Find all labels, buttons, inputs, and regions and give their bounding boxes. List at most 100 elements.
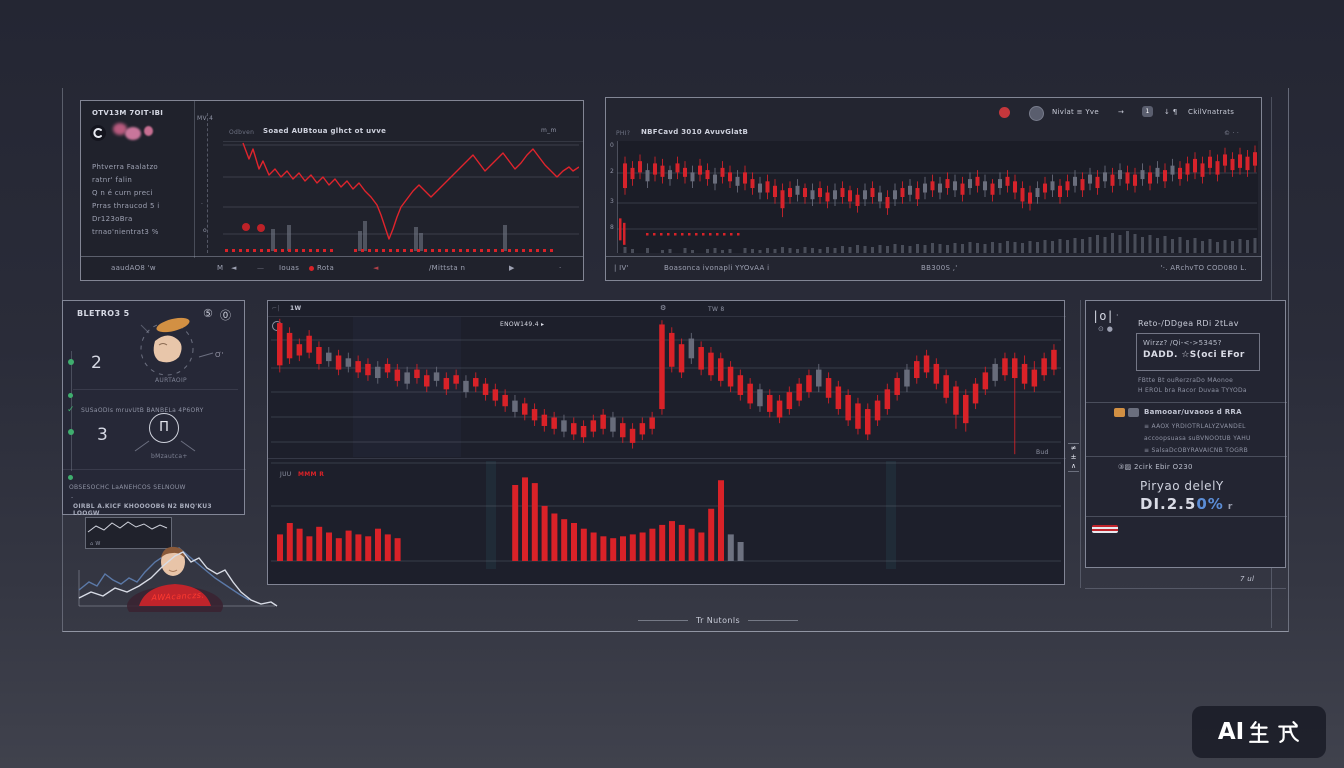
panel-topleft: OTV13M 7OIT·IBI Phtverra Faalatzo ratnr'… (80, 100, 584, 281)
pi-caption: bMzautca+ (151, 453, 188, 460)
download-icon[interactable]: ↓ ¶ (1164, 108, 1178, 116)
timeframe-label[interactable]: 1W (290, 305, 302, 312)
mini-box: ⌂ W (85, 517, 172, 549)
pink-blob-icon (113, 123, 127, 135)
badge-5-icon[interactable]: ⑤ (203, 307, 213, 320)
y-tick: MV 4 (197, 115, 214, 122)
step-dot (68, 475, 73, 480)
sidebar-line: Dr123oBra (92, 215, 133, 223)
toolbar-label[interactable]: CkilVnatrats (1188, 108, 1235, 116)
divider (1086, 402, 1287, 403)
step3-number: 3 (97, 425, 108, 445)
person-sketch (78, 546, 278, 612)
header-corner: PHI? (616, 130, 631, 137)
sidebar-text-block: Phtverra Faalatzo ratnr' falin Q n é cur… (92, 161, 192, 239)
axis-glyph: ≠ (1070, 444, 1077, 452)
sidebar-divider (194, 101, 195, 258)
step-dot (68, 429, 74, 435)
step2-number: 2 (91, 353, 102, 373)
status-left[interactable]: aaudAO8 'w (111, 264, 156, 272)
icon-dot: · (1116, 311, 1119, 320)
brand-label: Tr Nutonls (695, 616, 741, 625)
gear-icon[interactable]: ⚙ (660, 304, 667, 312)
sparkline-chart[interactable] (223, 141, 579, 255)
volume-label-red: MMM R (298, 471, 325, 478)
price-volume-divider (268, 458, 1066, 459)
menu-label[interactable]: Nivlat ≡ Yve (1052, 108, 1099, 116)
mini-box-label: ⌂ W (90, 541, 101, 547)
badge-icon[interactable]: 1 (1142, 106, 1153, 117)
badge-0-icon[interactable]: ⓪ (220, 309, 231, 322)
status-label1b[interactable]: Rota (317, 264, 335, 272)
y-tick: 3 (610, 198, 615, 205)
volume-chart[interactable] (271, 461, 1061, 573)
step-row2: OBSESOCHC LaANEHCOS SELNOUW (69, 484, 186, 491)
main-candlestick-chart[interactable] (271, 316, 1061, 457)
status-c[interactable]: '·. ARchvTO COD080 L. (1160, 264, 1247, 272)
right-axis-widget[interactable]: ≠ ± ∧ (1068, 443, 1079, 472)
info-title: Reto-/DDgea RDi 2tLav (1138, 319, 1239, 328)
divider (1086, 516, 1287, 517)
price-blue: 0% (1196, 495, 1224, 513)
pink-blob-icon (144, 126, 153, 136)
y-tick: o (203, 227, 207, 234)
step-dot (68, 359, 74, 365)
record-icon[interactable] (999, 107, 1010, 118)
tw-label[interactable]: TW 8 (708, 306, 725, 313)
steps-title: BLETRO3 5 (77, 309, 130, 318)
price-line: DI.2.50% r (1140, 495, 1233, 513)
step-row3: OIRBL A.KICF KHOOOOB6 N2 BNQ'KU3 LOOGW (73, 503, 212, 517)
topright-statusbar: | IV' Boasonca ivonapli YYOvAA i BB300S … (606, 256, 1261, 280)
info-box-line1: Wirzz? /Qi-<->5345? (1143, 339, 1222, 347)
step-dot (68, 393, 73, 398)
section2-line: accoopsuasa suBVNOOtUB YAHU (1144, 435, 1251, 442)
step-row1: SUSaODIs mruvUtB BANBELa 4P6ORY (81, 407, 204, 414)
orange-square-icon (1114, 408, 1125, 417)
volume-label-gray: JUU (280, 471, 292, 478)
header-dots[interactable]: © · · (1224, 130, 1240, 137)
topright-toolbar: Nivlat ≡ Yve → 1 ↓ ¶ CkilVnatrats (606, 98, 1263, 128)
arrow-icon[interactable]: → (1118, 108, 1125, 116)
status-b[interactable]: BB300S ,' (921, 264, 958, 272)
dashed-axis (207, 113, 208, 253)
sheng-glyph (1249, 721, 1269, 743)
status-dash: — (257, 264, 265, 272)
sub-icons[interactable]: ⊙ ● (1098, 325, 1114, 333)
panel-topright: Nivlat ≡ Yve → 1 ↓ ¶ CkilVnatrats PHI? N… (605, 97, 1262, 281)
fwd-icon[interactable]: ▶ (509, 264, 515, 272)
status-left[interactable]: | IV' (614, 264, 629, 272)
teal-column (486, 461, 496, 569)
app-logo-icon[interactable] (90, 125, 106, 141)
chart-title: NBFCavd 3010 AvuvGlatB (641, 128, 749, 136)
axis-glyph: ∧ (1070, 462, 1077, 470)
corner-marks: ⌐| (272, 305, 280, 312)
price-suffix: r (1223, 502, 1234, 512)
candlestick-chart[interactable] (617, 141, 1257, 253)
y-tick: 2 (610, 168, 615, 175)
chart-title-underline (223, 141, 583, 142)
info-box[interactable]: Wirzz? /Qi-<->5345? DADD. ☆S(oci EFor (1136, 333, 1260, 371)
avatar-icon[interactable] (1029, 106, 1044, 121)
pink-blob-icon (125, 127, 141, 140)
section3-big-label: Piryao delelY (1140, 479, 1224, 493)
prev-icon[interactable]: ◄ (231, 264, 237, 272)
back-icon[interactable]: ◄ (373, 264, 379, 272)
barcode-icon: |o| (1092, 309, 1114, 323)
status-label2[interactable]: /Mittsta n (429, 264, 466, 272)
watermark-prefix: AI (1217, 719, 1245, 745)
chart-right-label: m_m (541, 127, 557, 134)
status-a[interactable]: Boasonca ivonapli YYOvAA i (664, 264, 770, 272)
mini-sparkline (87, 521, 168, 533)
status-label1a[interactable]: Iouas (279, 264, 300, 272)
status-m[interactable]: M (217, 264, 224, 272)
price-prefix: DI.2.5 (1140, 495, 1197, 513)
sidebar-line: Q n é curn preci (92, 189, 153, 197)
striped-flag-icon[interactable] (1092, 525, 1118, 533)
axis-strip-line (1080, 300, 1081, 588)
panel-right-info: |o| · ⊙ ● Reto-/DDgea RDi 2tLav Wirzz? /… (1085, 300, 1287, 568)
bud-label: Bud (1036, 449, 1049, 456)
y-tick: · (201, 201, 204, 208)
panel-title: OTV13M 7OIT·IBI (92, 109, 164, 117)
right-footer-label[interactable]: 7 ul (1240, 575, 1255, 583)
